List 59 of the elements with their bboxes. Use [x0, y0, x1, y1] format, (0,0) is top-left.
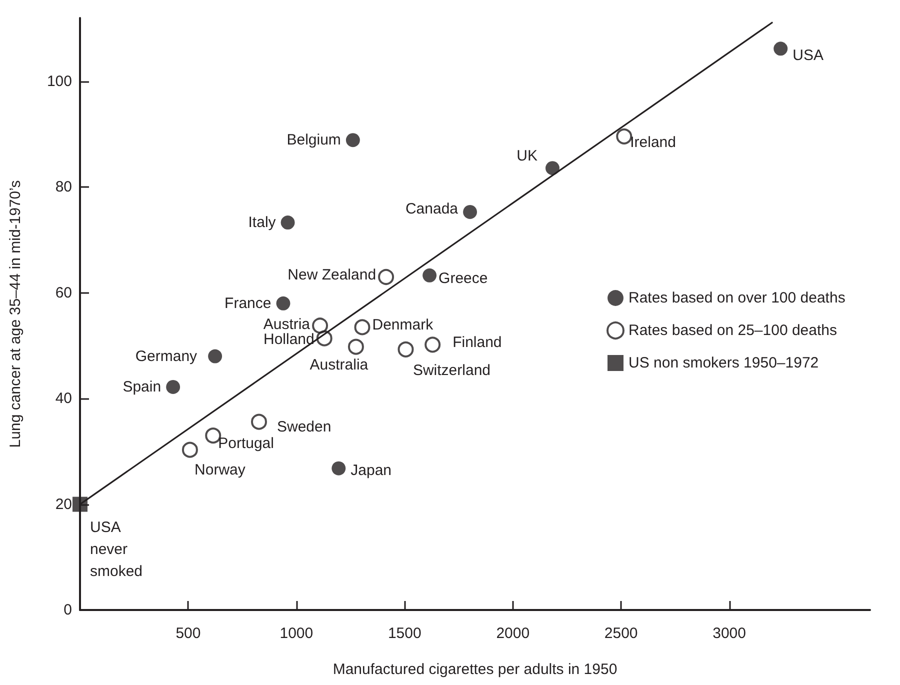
point: [546, 161, 560, 176]
legend-label: Rates based on over 100 deaths: [628, 290, 846, 306]
point: [378, 269, 394, 285]
point: [424, 336, 441, 353]
point: [312, 318, 328, 334]
y-tick-label: 80: [55, 178, 72, 196]
annotation: Spain: [122, 378, 162, 396]
annotation: Germany: [135, 348, 198, 365]
x-tick-label: 500: [176, 625, 201, 642]
legend-label: US non smokers 1950–1972: [628, 354, 819, 372]
x-axis-title: Manufactured cigarettes per adults in 1950: [332, 661, 618, 678]
point: [251, 414, 267, 430]
y-tick-label: 60: [55, 284, 72, 302]
y-axis-title: Lung cancer at age 35–44 in mid-1970’s: [7, 180, 24, 448]
annotation: Finland: [452, 334, 502, 352]
annotation: Denmark: [372, 316, 434, 334]
y-tick-label: 100: [46, 72, 72, 90]
annotation: USA never smoked: [90, 518, 143, 580]
point: [348, 338, 364, 355]
annotation: USA: [792, 47, 824, 64]
legend-label: Rates based on 25–100 deaths: [628, 322, 837, 339]
point: [316, 330, 332, 346]
point: [276, 296, 290, 310]
annotation: Greece: [438, 270, 488, 287]
point: [354, 319, 370, 336]
x-tick-label: 2500: [604, 625, 638, 642]
y-tick-label: 40: [55, 390, 72, 408]
annotation: Austria: [263, 316, 311, 334]
y-tick-label: 0: [64, 602, 72, 618]
point: [774, 42, 788, 56]
annotation: Italy: [248, 214, 276, 232]
annotation: Australia: [310, 356, 369, 374]
point: [280, 216, 295, 230]
point: [422, 268, 437, 282]
x-tick-label: 1000: [280, 625, 314, 642]
point: [166, 380, 180, 394]
y-tick-label: 20: [55, 496, 72, 513]
x-tick-label: 2000: [496, 625, 530, 642]
annotation: Japan: [350, 462, 392, 479]
annotation: UK: [516, 148, 538, 165]
x-tick-label: 1500: [388, 625, 422, 642]
x-tick-label: 3000: [712, 625, 746, 642]
annotation: New Zealand: [288, 266, 376, 284]
annotation: Holland: [263, 330, 314, 348]
point: [208, 349, 222, 364]
annotation: Ireland: [630, 134, 676, 151]
annotation: Sweden: [276, 418, 332, 436]
point: [616, 128, 632, 144]
annotation: Belgium: [286, 132, 341, 149]
annotation: Portugal: [218, 435, 274, 452]
annotation: Switzerland: [412, 362, 491, 379]
point: [182, 442, 198, 458]
point: [332, 461, 346, 476]
annotation: Norway: [194, 461, 246, 478]
point: [346, 133, 360, 148]
annotation: France: [224, 294, 272, 312]
annotation: Canada: [405, 200, 459, 218]
point: [463, 204, 478, 219]
point: [398, 341, 414, 358]
